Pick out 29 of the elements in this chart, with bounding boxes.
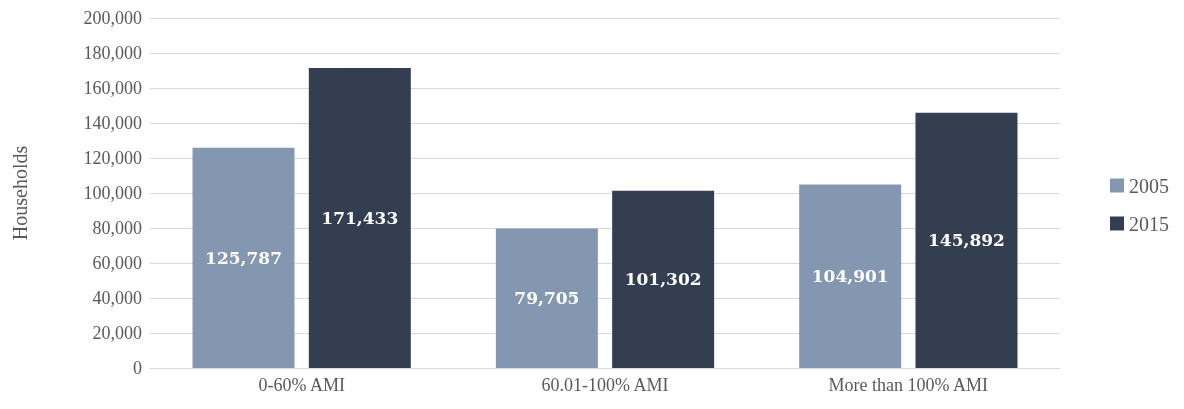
y-tick-label: 0 (133, 358, 142, 378)
data-label: 101,302 (624, 269, 702, 290)
bar (799, 184, 902, 368)
y-tick-label: 140,000 (83, 113, 142, 133)
data-label: 171,433 (321, 208, 399, 228)
x-tick-label: 0-60% AMI (258, 375, 345, 395)
y-axis-title: Households (9, 145, 31, 241)
legend-label: 2015 (1129, 212, 1169, 235)
data-label: 104,901 (811, 266, 889, 287)
bar (495, 228, 598, 368)
y-tick-label: 20,000 (92, 323, 142, 343)
y-tick-label: 60,000 (92, 253, 142, 273)
y-tick-label: 200,000 (83, 8, 142, 28)
x-tick-label: 60.01-100% AMI (541, 375, 669, 395)
x-tick-label: More than 100% AMI (828, 375, 989, 395)
bar (192, 147, 295, 368)
data-label: 125,787 (205, 247, 282, 268)
y-tick-label: 100,000 (83, 183, 142, 203)
y-tick-label: 120,000 (83, 148, 142, 168)
y-tick-label: 180,000 (83, 43, 142, 63)
y-tick-label: 80,000 (92, 218, 142, 238)
y-tick-label: 160,000 (83, 78, 142, 98)
data-label: 79,705 (514, 288, 580, 309)
bar (612, 190, 715, 368)
data-label: 145,892 (928, 230, 1005, 251)
y-tick-label: 40,000 (92, 288, 142, 308)
legend-label: 2005 (1129, 174, 1169, 197)
bar (308, 67, 411, 368)
bar (915, 112, 1018, 368)
